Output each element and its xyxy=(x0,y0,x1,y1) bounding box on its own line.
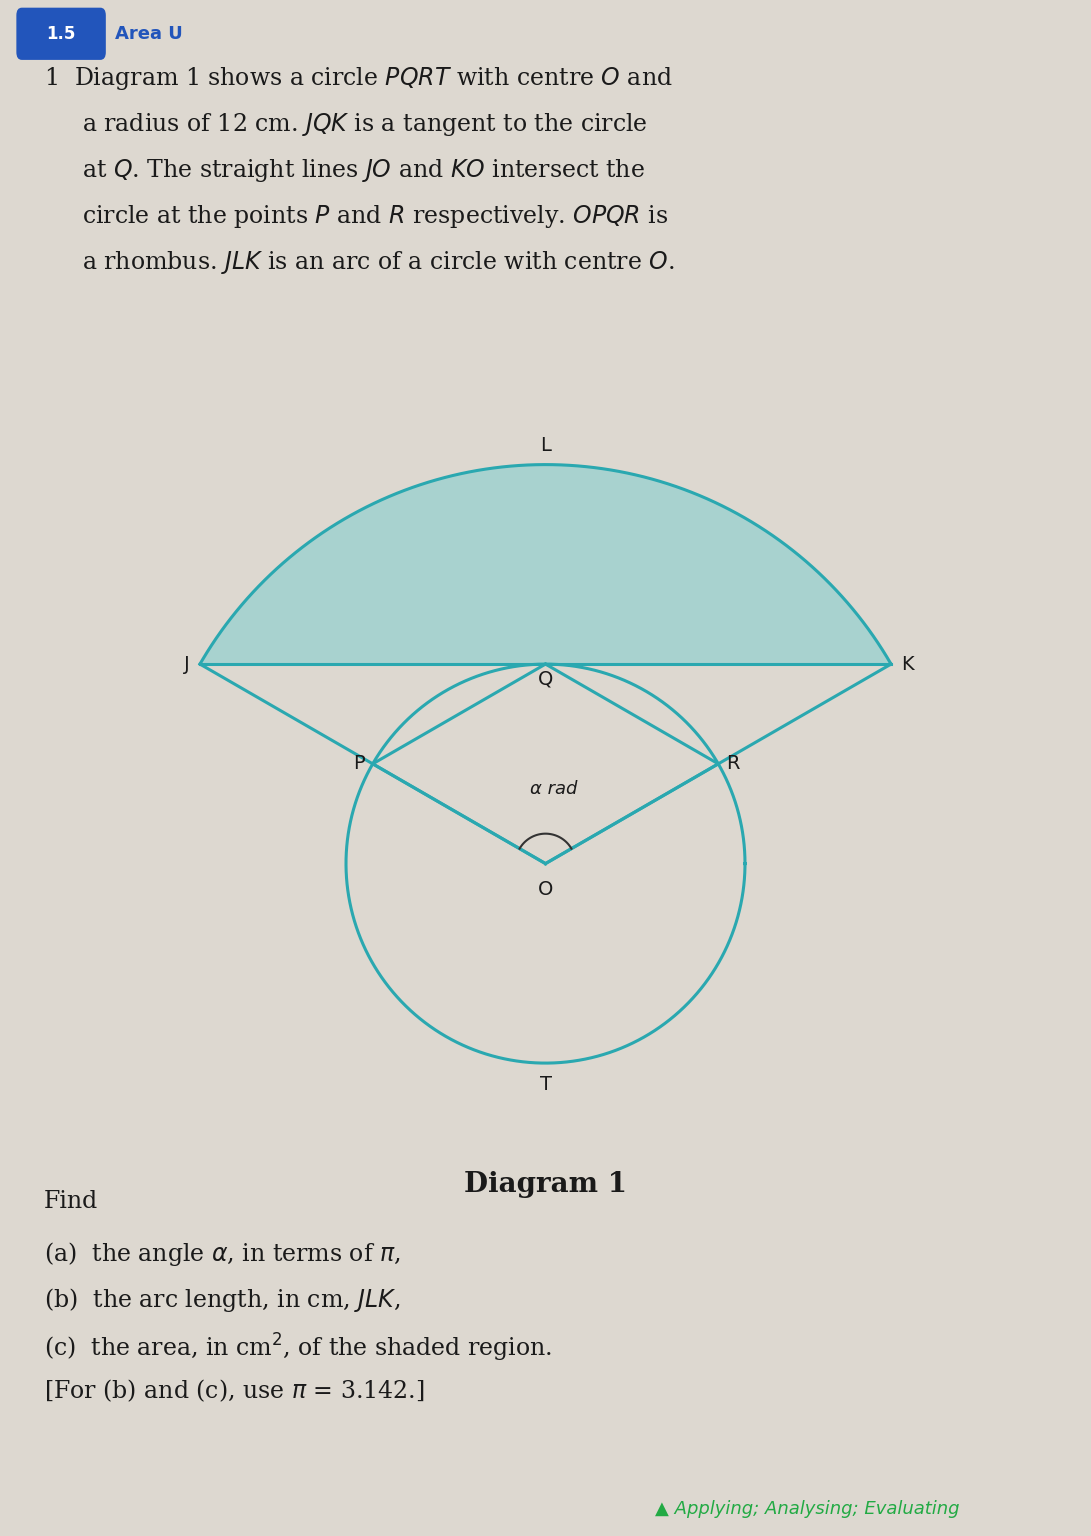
FancyBboxPatch shape xyxy=(16,8,106,60)
Text: O: O xyxy=(538,880,553,899)
Text: circle at the points $P$ and $R$ respectively. $OPQR$ is: circle at the points $P$ and $R$ respect… xyxy=(82,203,669,230)
Text: 1  Diagram 1 shows a circle $PQRT$ with centre $O$ and: 1 Diagram 1 shows a circle $PQRT$ with c… xyxy=(44,65,672,92)
Text: T: T xyxy=(540,1075,551,1094)
Text: (b)  the arc length, in cm, $JLK$,: (b) the arc length, in cm, $JLK$, xyxy=(44,1286,400,1313)
Text: a radius of 12 cm. $JQK$ is a tangent to the circle: a radius of 12 cm. $JQK$ is a tangent to… xyxy=(82,111,648,138)
Text: 1.5: 1.5 xyxy=(47,25,75,43)
Text: L: L xyxy=(540,436,551,455)
Text: (c)  the area, in cm$^{2}$, of the shaded region.: (c) the area, in cm$^{2}$, of the shaded… xyxy=(44,1332,552,1364)
Text: K: K xyxy=(901,654,913,674)
Text: a rhombus. $JLK$ is an arc of a circle with centre $O$.: a rhombus. $JLK$ is an arc of a circle w… xyxy=(82,249,674,276)
Text: at $Q$. The straight lines $JO$ and $KO$ intersect the: at $Q$. The straight lines $JO$ and $KO$… xyxy=(82,157,645,184)
Text: Diagram 1: Diagram 1 xyxy=(464,1170,627,1198)
Text: R: R xyxy=(727,754,740,773)
Text: Find: Find xyxy=(44,1190,98,1213)
Text: P: P xyxy=(352,754,364,773)
Text: ▲ Applying; Analysing; Evaluating: ▲ Applying; Analysing; Evaluating xyxy=(655,1499,959,1518)
Text: α rad: α rad xyxy=(530,780,577,797)
Text: Area U: Area U xyxy=(115,25,182,43)
Text: J: J xyxy=(184,654,190,674)
Polygon shape xyxy=(200,464,891,664)
Text: Q: Q xyxy=(538,670,553,688)
Text: [For (b) and (c), use $\pi$ = 3.142.]: [For (b) and (c), use $\pi$ = 3.142.] xyxy=(44,1378,424,1404)
Text: (a)  the angle $\alpha$, in terms of $\pi$,: (a) the angle $\alpha$, in terms of $\pi… xyxy=(44,1240,400,1267)
